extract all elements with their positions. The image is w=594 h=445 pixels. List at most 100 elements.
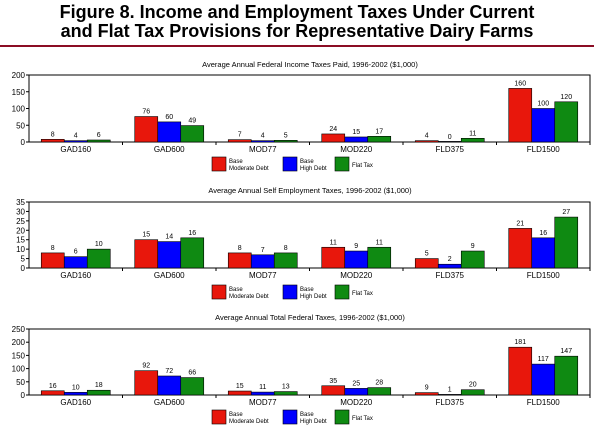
bar-value-label: 9: [354, 243, 358, 250]
plot-frame: [28, 201, 591, 269]
bar-value-label: 10: [72, 384, 80, 391]
bar-value-label: 9: [425, 385, 429, 392]
bar: [437, 141, 462, 143]
category-label: MOD77: [249, 398, 277, 407]
legend-label: Flat Tax: [352, 163, 373, 169]
bar: [367, 136, 392, 143]
bar-value-label: 8: [284, 245, 288, 252]
bar: [437, 394, 462, 396]
y-tick-label: 100: [12, 365, 26, 374]
plot-frame: [28, 74, 591, 143]
bar: [344, 250, 369, 269]
legend-swatch: [211, 409, 227, 425]
bar-value-label: 17: [375, 128, 383, 135]
bar: [134, 239, 159, 269]
bar-value-label: 11: [330, 239, 337, 246]
bar: [531, 363, 556, 396]
category-label: FLD375: [436, 398, 465, 407]
y-tick-label: 10: [16, 245, 25, 254]
legend-swatch: [282, 409, 298, 425]
y-tick-label: 0: [21, 138, 26, 147]
bar: [40, 139, 65, 143]
bar-value-label: 8: [238, 245, 242, 252]
legend-swatch: [282, 156, 298, 172]
y-tick-label: 50: [16, 121, 25, 130]
y-tick-label: 20: [16, 226, 25, 235]
bar-value-label: 14: [165, 234, 173, 241]
bar-value-label: 10: [95, 241, 103, 248]
bar-value-label: 18: [95, 382, 103, 389]
bar: [554, 101, 579, 143]
bar-value-label: 5: [284, 132, 288, 139]
category-label: FLD1500: [527, 271, 560, 280]
bar-value-label: 72: [165, 368, 173, 375]
bar-value-label: 8: [51, 245, 55, 252]
chart-title: Average Annual Federal Income Taxes Paid…: [202, 60, 418, 69]
bar-value-label: 25: [352, 380, 360, 387]
bar: [157, 121, 182, 143]
y-tick-label: 150: [12, 351, 26, 360]
bar-value-label: 15: [236, 383, 244, 390]
bar: [321, 385, 346, 396]
bar: [460, 389, 485, 396]
category-label: MOD220: [340, 271, 373, 280]
bar: [86, 389, 111, 396]
bar: [157, 375, 182, 396]
category-label: GAD160: [60, 145, 91, 154]
bar: [250, 140, 275, 143]
bar: [414, 392, 439, 396]
category-label: FLD375: [436, 271, 465, 280]
bar: [414, 140, 439, 143]
bar: [63, 392, 88, 396]
category-label: GAD160: [60, 271, 91, 280]
bar-value-label: 4: [425, 133, 429, 140]
bar-value-label: 1: [448, 387, 452, 394]
bar: [227, 139, 252, 143]
bar: [134, 116, 159, 143]
bar: [86, 139, 111, 143]
bar: [227, 252, 252, 269]
legend-label: Flat Tax: [352, 291, 373, 297]
bar-value-label: 24: [329, 126, 337, 133]
category-label: FLD375: [436, 145, 465, 154]
bar: [180, 237, 205, 269]
y-tick-label: 0: [21, 264, 26, 273]
bar: [40, 390, 65, 396]
bar-value-label: 147: [560, 348, 572, 355]
bar: [63, 140, 88, 143]
bar-value-label: 15: [352, 129, 360, 136]
bar-value-label: 92: [142, 363, 150, 370]
bar-value-label: 7: [238, 132, 242, 139]
category-label: GAD600: [154, 145, 185, 154]
legend-label: High Debt: [300, 294, 327, 300]
y-tick-label: 150: [12, 88, 26, 97]
bar: [508, 346, 533, 396]
bar-value-label: 28: [375, 380, 383, 387]
bar-value-label: 160: [514, 80, 526, 87]
bar: [321, 133, 346, 143]
y-tick-label: 15: [16, 236, 25, 245]
title-divider: [0, 45, 594, 47]
bar-value-label: 20: [469, 382, 477, 389]
legend-label: Moderate Debt: [229, 166, 269, 172]
legend-label: Flat Tax: [352, 416, 373, 422]
bar: [531, 237, 556, 269]
bar-value-label: 11: [259, 384, 266, 391]
bar-value-label: 117: [538, 356, 549, 363]
bar: [40, 252, 65, 269]
category-label: FLD1500: [527, 398, 560, 407]
legend-swatch: [334, 284, 350, 300]
bar: [134, 370, 159, 396]
bar-value-label: 15: [142, 232, 150, 239]
y-tick-label: 30: [16, 207, 25, 216]
bar: [273, 391, 298, 396]
y-tick-label: 200: [12, 338, 26, 347]
legend-label: High Debt: [300, 166, 327, 172]
bar: [250, 391, 275, 396]
bar-value-label: 7: [261, 247, 265, 254]
bar: [508, 88, 533, 143]
legend-label: Base: [229, 287, 243, 293]
y-tick-label: 50: [16, 378, 25, 387]
